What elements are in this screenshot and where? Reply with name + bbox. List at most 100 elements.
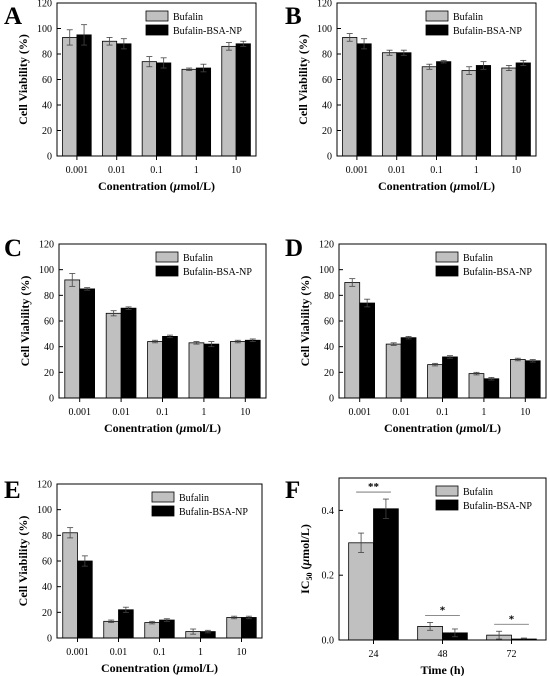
legend-swatch [435, 499, 459, 511]
legend-label: Bufalin [453, 12, 483, 23]
bar-series-b [203, 343, 220, 399]
bar-series-b [120, 307, 137, 399]
bar-series-b [356, 43, 372, 157]
bar-series-a [105, 312, 122, 399]
y-tick-label: 80 [44, 291, 54, 302]
panel-label: C [4, 235, 22, 262]
x-axis-label-prefix: Conentration ( [104, 421, 180, 435]
x-axis-label-suffix: mol/L) [460, 179, 495, 193]
y-axis-label: Cell Viability (%) [296, 34, 310, 125]
legend-label: Bufalin [463, 253, 493, 264]
bar-series-a [62, 532, 78, 639]
bar-series-a [385, 343, 402, 399]
panel-label: B [285, 3, 302, 30]
bar-series-b [116, 43, 132, 157]
legend-swatch [145, 24, 169, 36]
y-tick-label: 100 [317, 24, 332, 35]
legend-label: Bufalin-BSA-NP [453, 26, 522, 37]
x-axis-label-suffix: mol/L) [186, 421, 221, 435]
bar-series-b [195, 67, 212, 157]
legend-label: Bufalin [173, 12, 203, 23]
y-tick-label: 20 [44, 368, 54, 379]
x-tick-label: 1 [201, 407, 206, 418]
bar-series-b [524, 360, 541, 399]
y-axis-label: Cell Viability (%) [16, 516, 30, 607]
x-tick-label: 1 [194, 165, 199, 176]
x-axis-label: Conentration (μmol/L) [101, 661, 218, 675]
bar-series-b [515, 62, 531, 157]
y-tick-label: 0 [47, 152, 52, 163]
y-tick-label: 60 [44, 317, 54, 328]
significance-marker: ** [368, 481, 380, 493]
plot-frame [56, 483, 263, 639]
x-tick-label: 72 [507, 649, 517, 660]
legend-swatch [151, 491, 175, 503]
y-tick-label: 60 [42, 75, 52, 86]
y-tick-label: 80 [322, 50, 332, 61]
x-axis-label-prefix: Conentration ( [378, 179, 454, 193]
legend-label: Bufalin [183, 253, 213, 264]
y-axis-label: IC50 (μmol/L) [298, 524, 314, 594]
bar-series-a [348, 542, 374, 641]
chart-panel-c: C 0 20 40 60 80 100 120 0.001 0.01 0.1 1 10 Bufalin Bu… [4, 235, 267, 435]
legend-swatch [155, 265, 179, 277]
bar-series-b [483, 378, 500, 399]
bar-series-a [501, 67, 517, 157]
y-tick-label: 40 [324, 342, 334, 353]
x-axis-label: Conentration (μmol/L) [384, 421, 501, 435]
y-axis-label-mu: μ [298, 559, 312, 567]
y-tick-label: 40 [44, 342, 54, 353]
y-tick-label: 120 [37, 0, 52, 10]
plot-frame [338, 477, 547, 641]
bar-series-b [442, 356, 458, 399]
y-tick-label: 100 [319, 265, 334, 276]
x-tick-label: 0.1 [150, 165, 163, 176]
y-tick-label: 120 [319, 240, 334, 251]
plot-frame [56, 2, 257, 157]
bar-series-a [229, 341, 246, 399]
y-axis-label-prefix: IC [298, 581, 312, 594]
x-tick-label: 0.1 [436, 407, 449, 418]
y-tick-label: 100 [39, 265, 54, 276]
y-tick-label: 100 [37, 24, 52, 35]
y-axis-label: Cell Viability (%) [18, 276, 32, 367]
y-tick-label: 120 [37, 480, 52, 491]
plot-frame [336, 2, 537, 157]
bar-series-a [421, 66, 437, 157]
y-tick-label: 40 [42, 101, 52, 112]
x-axis-label-suffix: mol/L) [180, 179, 215, 193]
bar-series-a [188, 342, 205, 399]
x-tick-label: 0.1 [156, 407, 169, 418]
y-tick-label: 120 [39, 240, 54, 251]
x-axis-label: Time (h) [420, 663, 464, 676]
legend-swatch [435, 251, 459, 263]
x-axis-label: Conentration (μmol/L) [378, 179, 495, 193]
legend-swatch [151, 505, 175, 517]
x-axis-label-prefix: Conentration ( [101, 661, 177, 675]
bar-series-a [64, 279, 81, 399]
x-tick-label: 0.001 [66, 165, 89, 176]
bar-series-a [468, 373, 485, 399]
legend-label: Bufalin-BSA-NP [463, 501, 532, 512]
y-tick-label: 20 [324, 368, 334, 379]
bar-series-a [221, 45, 237, 157]
x-tick-label: 0.001 [68, 407, 91, 418]
bar-series-b [400, 337, 417, 399]
x-tick-label: 0.01 [388, 165, 406, 176]
bar-series-b [241, 617, 257, 639]
bar-series-a [141, 61, 157, 157]
x-axis-label-mu: μ [179, 421, 187, 435]
x-tick-label: 10 [511, 165, 521, 176]
chart-panel-f: F0.00.20.424 48 72****BufalinBufalin-BSA-N… [285, 477, 547, 676]
plot-frame [58, 243, 267, 399]
y-tick-label: 0 [49, 394, 54, 405]
bar-series-b [77, 560, 93, 639]
x-tick-label: 0.01 [392, 407, 410, 418]
x-tick-label: 10 [240, 407, 250, 418]
y-tick-label: 20 [42, 126, 52, 137]
bar-series-a [101, 40, 118, 157]
panel-label: D [285, 235, 303, 262]
x-tick-label: 1 [474, 165, 479, 176]
x-tick-label: 0.1 [153, 647, 166, 658]
